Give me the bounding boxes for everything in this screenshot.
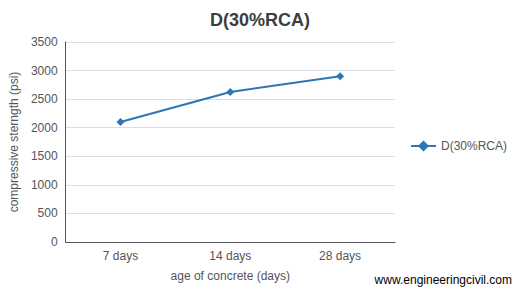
svg-text:1000: 1000 — [31, 178, 58, 192]
svg-text:D(30%RCA): D(30%RCA) — [441, 139, 507, 153]
svg-text:3000: 3000 — [31, 64, 58, 78]
svg-text:28 days: 28 days — [319, 249, 361, 263]
svg-text:3500: 3500 — [31, 35, 58, 49]
svg-text:www.engineeringcivil.com: www.engineeringcivil.com — [374, 273, 512, 287]
svg-text:2000: 2000 — [31, 121, 58, 135]
svg-text:age of concrete (days): age of concrete (days) — [171, 269, 290, 283]
svg-text:1500: 1500 — [31, 149, 58, 163]
svg-text:D(30%RCA): D(30%RCA) — [210, 10, 310, 30]
svg-text:0: 0 — [51, 235, 58, 249]
svg-text:compressive sterngth (psi): compressive sterngth (psi) — [7, 72, 21, 213]
svg-text:7 days: 7 days — [103, 249, 138, 263]
svg-text:500: 500 — [38, 206, 58, 220]
svg-text:14 days: 14 days — [209, 249, 251, 263]
svg-text:2500: 2500 — [31, 92, 58, 106]
